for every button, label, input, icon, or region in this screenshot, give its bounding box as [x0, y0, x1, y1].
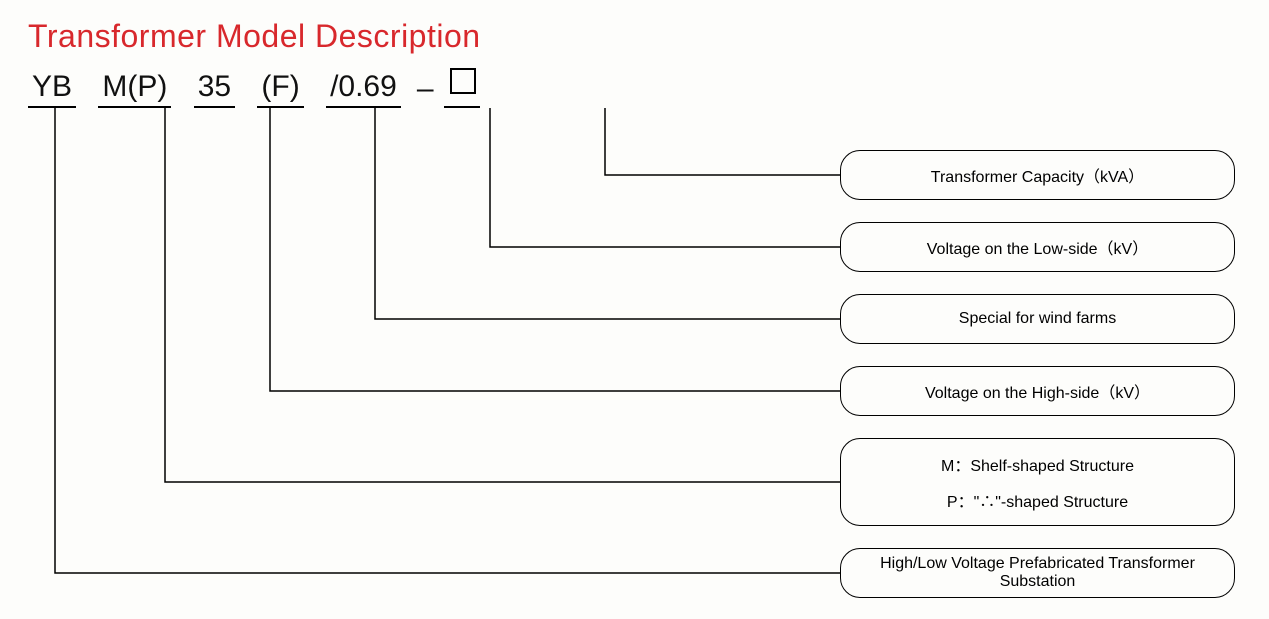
desc-line: Voltage on the High-side（kV）: [925, 379, 1150, 403]
desc-line: Voltage on the Low-side（kV）: [927, 235, 1148, 259]
wire-6: [605, 108, 840, 175]
desc-line: P："∴"-shaped Structure: [947, 488, 1128, 512]
desc-box-4: Voltage on the High-side（kV）: [840, 366, 1235, 416]
desc-line: M：Shelf-shaped Structure: [941, 452, 1134, 476]
desc-box-6: High/Low Voltage Prefabricated Transform…: [840, 548, 1235, 598]
desc-line: High/Low Voltage Prefabricated Transform…: [851, 555, 1224, 591]
code-seg-mp: M(P): [98, 70, 171, 108]
desc-line: Special for wind farms: [959, 310, 1116, 328]
code-seg-35: 35: [194, 70, 235, 108]
wire-4: [375, 108, 840, 319]
desc-box-3: Special for wind farms: [840, 294, 1235, 344]
desc-box-5: M：Shelf-shaped Structure P："∴"-shaped Str…: [840, 438, 1235, 526]
code-seg-f: (F): [257, 70, 303, 108]
desc-box-2: Voltage on the Low-side（kV）: [840, 222, 1235, 272]
code-seg-placeholder: [444, 68, 480, 108]
code-seg-yb: YB: [28, 70, 76, 108]
placeholder-box-icon: [450, 68, 476, 94]
wire-1: [55, 108, 840, 573]
wire-2: [165, 108, 840, 482]
code-seg-069: /0.69: [326, 70, 401, 108]
wire-3: [270, 108, 840, 391]
page-title: Transformer Model Description: [28, 18, 481, 55]
code-dash: –: [415, 72, 436, 108]
wire-5: [490, 108, 840, 247]
desc-line: Transformer Capacity（kVA）: [931, 163, 1144, 187]
desc-box-1: Transformer Capacity（kVA）: [840, 150, 1235, 200]
diagram-root: Transformer Model Description YB M(P) 35…: [0, 0, 1269, 619]
model-code-row: YB M(P) 35 (F) /0.69–: [28, 68, 494, 108]
